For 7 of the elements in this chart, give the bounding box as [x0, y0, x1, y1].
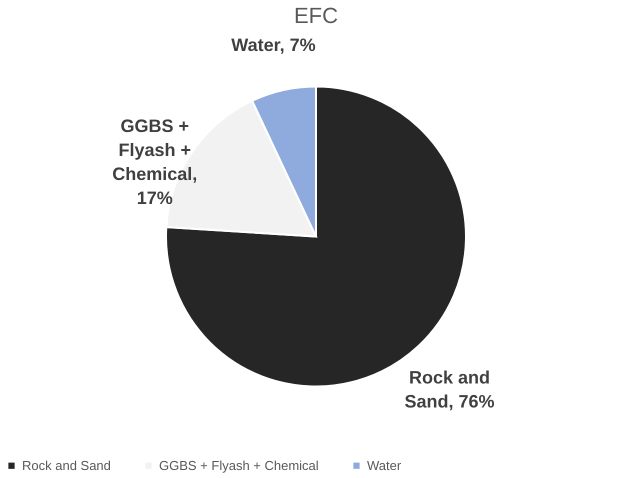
legend-label: Water: [367, 458, 402, 473]
legend-label: Rock and Sand: [22, 458, 111, 473]
data-label: GGBS + Flyash + Chemical, 17%: [112, 116, 198, 208]
chart-title: EFC: [294, 3, 338, 28]
data-label: Water, 7%: [231, 35, 316, 56]
data-label: Rock and Sand, 76%: [404, 368, 495, 412]
legend-label: GGBS + Flyash + Chemical: [159, 458, 319, 473]
